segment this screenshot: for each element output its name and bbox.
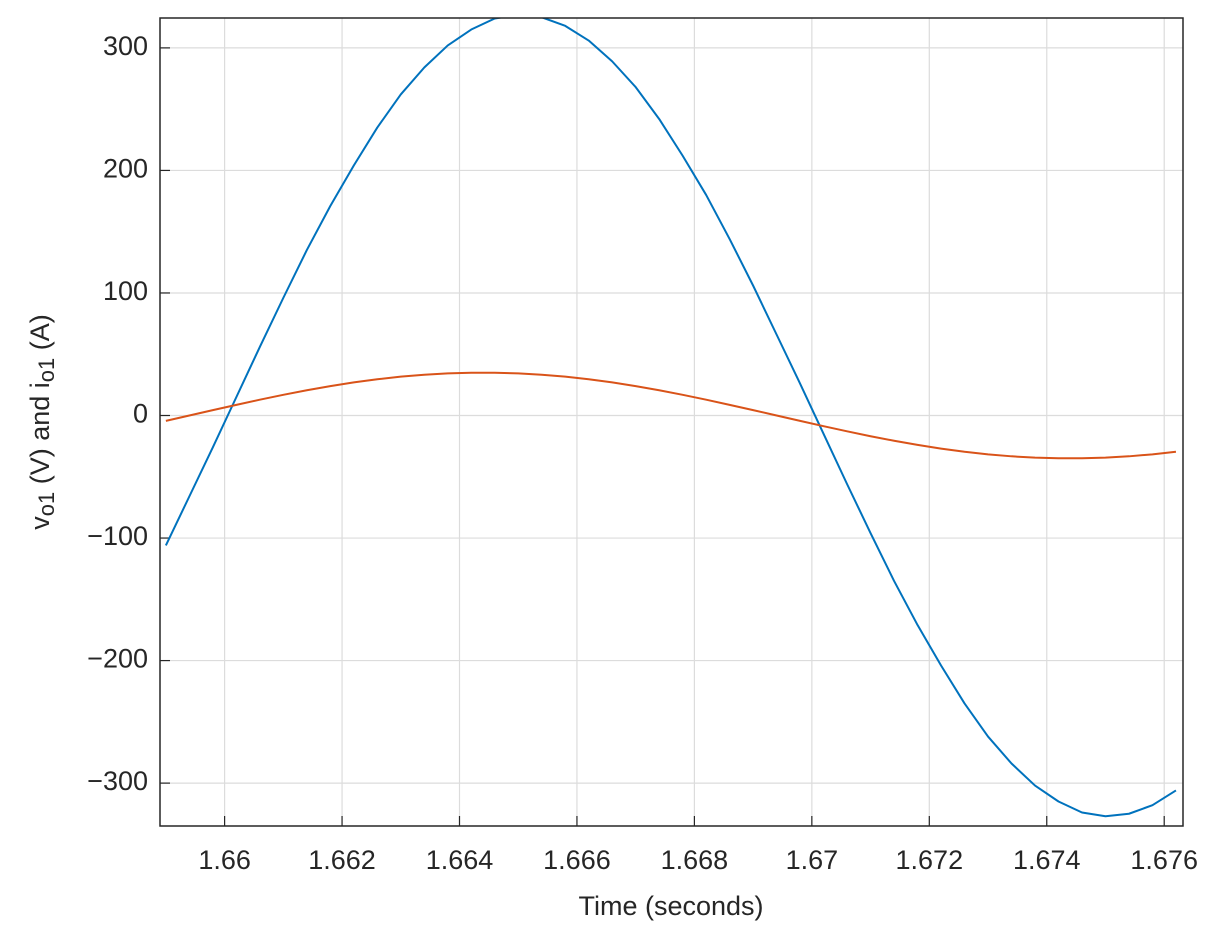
line-series xyxy=(164,18,1177,818)
y-tick-label: 300 xyxy=(103,31,148,61)
x-tick-label: 1.67 xyxy=(786,845,839,875)
y-axis-label: vo1 (V) and io1 (A) xyxy=(25,314,59,530)
line-series xyxy=(165,371,1177,460)
y-label-part: v xyxy=(25,516,55,530)
y-tick-label: 200 xyxy=(103,154,148,184)
x-tick-label: 1.662 xyxy=(308,845,376,875)
x-tick-label: 1.666 xyxy=(543,845,611,875)
plot-frame xyxy=(159,17,1184,827)
y-tick-label: 100 xyxy=(103,276,148,306)
y-tick-label: −100 xyxy=(87,521,148,551)
x-tick-label: 1.66 xyxy=(198,845,251,875)
y-label-part: (V) and i xyxy=(25,382,55,492)
x-axis-label: Time (seconds) xyxy=(578,891,763,921)
x-tick-label: 1.674 xyxy=(1013,845,1081,875)
y-label-sub: o1 xyxy=(34,492,59,516)
x-tick-label: 1.676 xyxy=(1130,845,1198,875)
x-tick-label: 1.664 xyxy=(426,845,494,875)
y-tick-label: −300 xyxy=(87,766,148,796)
x-tick-label: 1.672 xyxy=(896,845,964,875)
y-label-sub: o1 xyxy=(34,358,59,382)
x-tick-label: 1.668 xyxy=(661,845,729,875)
y-tick-label: −200 xyxy=(87,644,148,674)
y-label-part: (A) xyxy=(25,314,55,358)
y-tick-label: 0 xyxy=(133,399,148,429)
